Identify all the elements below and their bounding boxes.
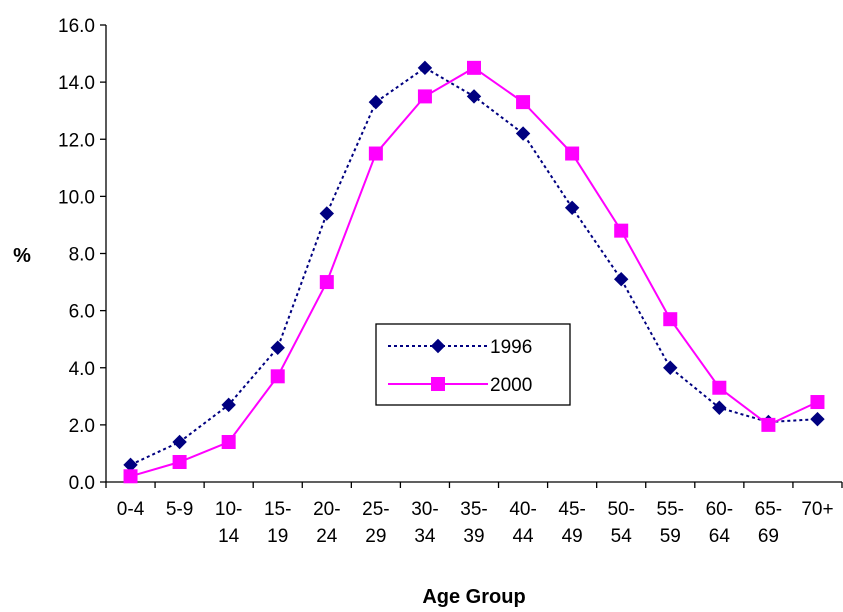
data-point-1996 bbox=[810, 411, 825, 427]
data-point-2000 bbox=[663, 312, 678, 327]
data-point-1996 bbox=[368, 94, 384, 110]
data-point-1996 bbox=[221, 397, 236, 413]
data-point-1996 bbox=[417, 60, 433, 76]
x-tick-label: 20-24 bbox=[313, 499, 340, 547]
data-point-2000 bbox=[368, 146, 383, 161]
data-point-1996 bbox=[564, 200, 580, 216]
data-point-2000 bbox=[614, 223, 629, 238]
y-tick-label: 12.0 bbox=[58, 130, 95, 151]
data-point-2000 bbox=[221, 435, 236, 450]
y-tick-label: 8.0 bbox=[69, 245, 95, 266]
data-point-2000 bbox=[319, 275, 334, 290]
legend-label-1996: 1996 bbox=[490, 337, 532, 358]
x-tick-label: 15-19 bbox=[264, 499, 291, 547]
x-tick-label: 25-29 bbox=[362, 499, 389, 547]
x-tick-label: 5-9 bbox=[166, 499, 193, 520]
legend-marker-1996 bbox=[430, 338, 446, 354]
x-tick-label: 35-39 bbox=[460, 499, 487, 547]
x-tick-label: 55-59 bbox=[657, 499, 684, 547]
y-tick-label: 10.0 bbox=[58, 187, 95, 208]
x-tick-label: 45-49 bbox=[558, 499, 585, 547]
data-point-1996 bbox=[270, 340, 285, 355]
data-point-2000 bbox=[810, 395, 825, 410]
data-point-2000 bbox=[467, 60, 481, 75]
x-axis: 0-4 5-9 10-14 15-19 20-24 25-29 30-34 35-39 40-4… bbox=[105, 481, 843, 547]
x-tick-label: 0-4 bbox=[117, 499, 145, 520]
x-tick-label: 10-14 bbox=[215, 499, 242, 547]
y-tick-label: 0.0 bbox=[69, 473, 95, 494]
y-axis-title: % bbox=[13, 245, 31, 267]
data-point-2000 bbox=[516, 95, 531, 110]
x-tick-label: 65-69 bbox=[755, 499, 782, 547]
y-tick-label: 6.0 bbox=[69, 302, 95, 323]
data-point-2000 bbox=[761, 417, 776, 432]
y-tick-label: 2.0 bbox=[69, 416, 95, 437]
data-point-2000 bbox=[417, 89, 432, 104]
series-1996 bbox=[123, 60, 825, 473]
data-point-1996 bbox=[663, 360, 678, 375]
legend-marker-2000 bbox=[431, 377, 445, 391]
y-tick-label: 16.0 bbox=[58, 16, 95, 37]
data-point-1996 bbox=[466, 89, 482, 104]
data-point-1996 bbox=[319, 206, 335, 221]
y-tick-label: 4.0 bbox=[69, 359, 95, 380]
data-point-2000 bbox=[172, 455, 187, 470]
data-point-1996 bbox=[613, 271, 629, 287]
x-axis-title: Age Group bbox=[422, 586, 525, 608]
legend: 1996 2000 bbox=[375, 323, 571, 406]
x-tick-label: 30-34 bbox=[411, 499, 438, 547]
data-point-2000 bbox=[712, 380, 727, 395]
series-layer bbox=[123, 60, 825, 484]
x-tick-label: 40-44 bbox=[509, 499, 536, 547]
data-point-1996 bbox=[712, 400, 727, 415]
series-2000 bbox=[123, 60, 825, 484]
data-point-1996 bbox=[515, 126, 531, 141]
x-tick-label: 70+ bbox=[801, 499, 833, 520]
x-tick-label: 50-54 bbox=[607, 499, 634, 547]
data-point-2000 bbox=[270, 369, 285, 384]
legend-box bbox=[375, 323, 571, 406]
y-tick-label: 14.0 bbox=[58, 73, 95, 94]
y-axis: 0.0 2.0 4.0 6.0 8.0 10.0 12.0 14.0 16.0 bbox=[58, 16, 107, 494]
x-tick-label: 60-64 bbox=[706, 499, 733, 547]
data-point-1996 bbox=[172, 434, 187, 450]
data-point-2000 bbox=[565, 146, 580, 161]
legend-label-2000: 2000 bbox=[490, 375, 532, 396]
data-point-2000 bbox=[123, 469, 138, 484]
series-line-2000 bbox=[130, 66, 818, 478]
